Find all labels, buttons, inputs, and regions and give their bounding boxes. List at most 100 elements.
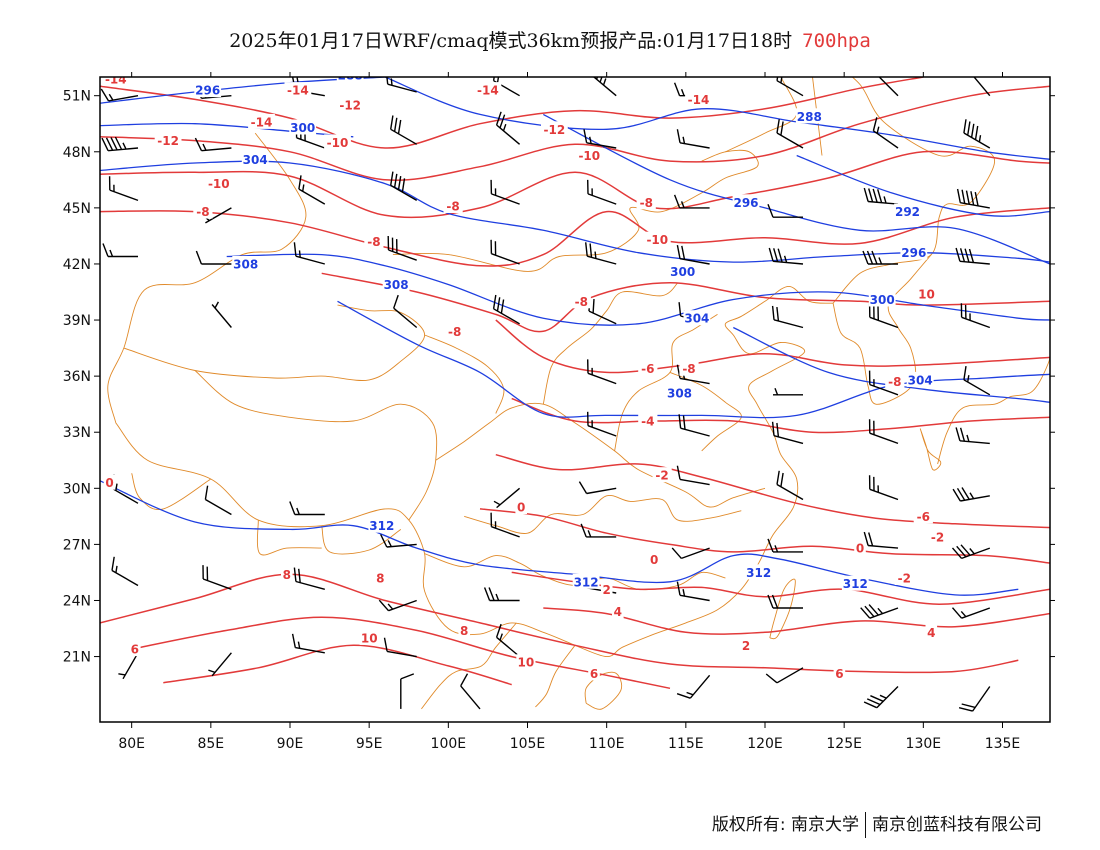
wind-barb	[100, 88, 139, 102]
height-contour-label: 296	[195, 84, 220, 98]
wind-barb	[108, 176, 139, 202]
temperature-contour-label: 6	[131, 643, 139, 657]
height-contour-label-bg	[669, 263, 697, 279]
lat-tick-label: 21N	[63, 650, 91, 666]
wind-barb	[291, 633, 325, 654]
wind-barb	[776, 470, 804, 501]
height-contour-label: 308	[233, 258, 258, 272]
height-contour	[100, 122, 354, 138]
height-contour-label: 300	[670, 265, 695, 279]
temperature-contour-label: 4	[614, 605, 622, 619]
wind-barb	[293, 567, 325, 590]
temperature-contour-label-bg	[516, 654, 536, 670]
temperature-contour-label-bg	[103, 474, 116, 490]
temperature-contour-label-bg	[248, 113, 275, 129]
height-contour-layer	[100, 77, 1050, 596]
temperature-contour-label: -8	[367, 235, 380, 249]
temperature-contour-label-bg	[928, 528, 948, 544]
wind-barb	[952, 487, 990, 502]
wind-barb	[293, 242, 325, 265]
temperature-contour-label-bg	[193, 203, 213, 219]
border-line	[669, 371, 742, 452]
wind-barb	[580, 523, 617, 538]
wind-barb	[676, 674, 711, 699]
temperature-contour-label: 6	[835, 667, 843, 681]
wind-barb	[387, 235, 417, 261]
wind-barb	[378, 599, 417, 612]
height-contour	[796, 154, 1050, 217]
wind-barb	[860, 604, 899, 619]
height-contour-label-bg	[289, 119, 317, 135]
temperature-contour-label-bg	[913, 508, 933, 524]
wind-barb	[862, 250, 898, 265]
wind-barb	[958, 686, 991, 712]
wind-barb	[767, 594, 803, 609]
temperature-contour-label-bg	[443, 198, 463, 213]
temperature-contour-label: 0	[856, 542, 864, 556]
temperature-contour	[100, 207, 1050, 267]
border-line	[435, 402, 766, 508]
height-contour-label: 304	[684, 312, 709, 326]
temperature-contour-label-bg	[854, 540, 866, 556]
temperature-contour-label: -8	[575, 295, 588, 309]
temperature-contour-label-bg	[571, 293, 591, 309]
temperature-contour-label-bg	[638, 413, 658, 428]
height-contour-label: 296	[733, 196, 758, 210]
temperature-contour-label: -8	[446, 200, 459, 214]
lat-tick-label: 45N	[63, 201, 91, 217]
lon-tick-label: 80E	[118, 736, 145, 752]
wind-barb	[956, 188, 990, 209]
lon-tick-label: 125E	[826, 736, 862, 752]
temperature-contour-label: 2	[603, 583, 611, 597]
temperature-contour-label-bg	[638, 360, 658, 376]
wind-barb	[963, 119, 991, 149]
temperature-contour-label: 0	[517, 501, 525, 515]
height-contour-label-bg	[841, 575, 869, 591]
border-line	[194, 370, 438, 521]
border-line	[584, 671, 623, 710]
lat-tick-label: 33N	[63, 425, 91, 441]
height-contour	[733, 326, 1050, 403]
height-contour-label-bg	[894, 203, 921, 219]
height-contour-label-bg	[368, 517, 396, 533]
height-contour-label: 312	[574, 575, 599, 589]
border-line	[919, 428, 942, 471]
map-title: 2025年01月17日WRF/cmaq模式36km预报产品:01月17日18时 7…	[0, 26, 1100, 53]
temperature-contour-label-bg	[636, 194, 656, 210]
axis-layer: 80E 85E 90E 95E 100E 105E 110E 115E 120E 125E 130E…	[63, 72, 1055, 752]
temperature-contour-label: 8	[376, 572, 384, 586]
temperature-contour-label-bg	[154, 132, 182, 148]
wind-barb	[495, 623, 521, 658]
temperature-contour-label-bg	[474, 82, 502, 98]
wind-barb	[951, 607, 991, 619]
temperature-contour-label-bg	[925, 624, 938, 640]
temperature-contour-label-bg	[102, 77, 130, 86]
wind-barb	[298, 175, 326, 205]
wind-barb	[483, 587, 520, 602]
wind-barb	[578, 481, 617, 495]
wind-barb	[585, 242, 617, 265]
temperature-contour-label: -8	[196, 205, 209, 219]
border-line	[832, 77, 996, 304]
temperature-contour	[100, 85, 1050, 181]
wind-barb	[671, 547, 710, 560]
height-contour-label: 312	[843, 577, 868, 591]
temperature-contour-label-bg	[336, 97, 364, 112]
lat-tick-label: 48N	[63, 145, 91, 161]
temperature-contour-label: 2	[742, 639, 750, 653]
temperature-contour-label: 10	[918, 287, 935, 301]
height-contour-label: 304	[243, 153, 268, 167]
wind-barb	[868, 475, 899, 501]
height-contour	[543, 113, 1050, 265]
temperature-contour-label-bg	[648, 551, 660, 567]
wind-barb	[194, 137, 232, 152]
wind-barb	[673, 194, 710, 209]
height-contour-label-bg	[232, 256, 260, 271]
wind-barb	[955, 427, 990, 445]
wind-barb	[211, 301, 232, 328]
temperature-contour-label-bg	[541, 121, 568, 137]
temperature-contour-label-bg	[364, 233, 384, 249]
wind-barb	[492, 294, 520, 325]
temperature-contour-label: -6	[917, 510, 930, 524]
